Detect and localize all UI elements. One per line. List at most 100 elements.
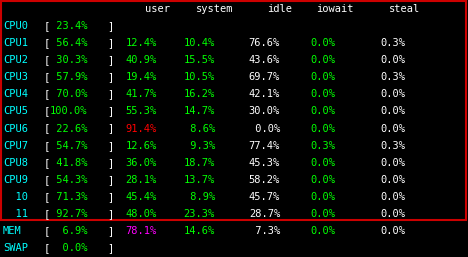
- Text: CPU3: CPU3: [3, 72, 28, 82]
- Text: 0.0%: 0.0%: [310, 175, 335, 185]
- Text: 43.6%: 43.6%: [249, 55, 280, 65]
- Text: 0.0%: 0.0%: [310, 72, 335, 82]
- Text: idle: idle: [268, 4, 292, 14]
- Text: ]: ]: [107, 106, 113, 116]
- Text: [: [: [44, 38, 50, 48]
- Text: 0.0%: 0.0%: [380, 226, 405, 236]
- Text: [: [: [44, 124, 50, 133]
- Text: 41.8%: 41.8%: [50, 158, 88, 168]
- Text: 45.3%: 45.3%: [249, 158, 280, 168]
- Text: CPU5: CPU5: [3, 106, 28, 116]
- Text: 0.0%: 0.0%: [310, 106, 335, 116]
- Text: 54.3%: 54.3%: [50, 175, 88, 185]
- Text: ]: ]: [107, 243, 113, 253]
- Text: 28.1%: 28.1%: [126, 175, 157, 185]
- Text: 13.7%: 13.7%: [184, 175, 215, 185]
- Text: 18.7%: 18.7%: [184, 158, 215, 168]
- Text: 14.6%: 14.6%: [184, 226, 215, 236]
- Text: 42.1%: 42.1%: [249, 89, 280, 99]
- Text: CPU7: CPU7: [3, 141, 28, 151]
- Text: CPU4: CPU4: [3, 89, 28, 99]
- Text: 76.6%: 76.6%: [249, 38, 280, 48]
- Text: ]: ]: [107, 226, 113, 236]
- Text: ]: ]: [107, 158, 113, 168]
- Text: 0.0%: 0.0%: [380, 192, 405, 202]
- Text: 22.6%: 22.6%: [50, 124, 88, 133]
- Text: 0.0%: 0.0%: [380, 106, 405, 116]
- Text: 41.7%: 41.7%: [126, 89, 157, 99]
- Text: 69.7%: 69.7%: [249, 72, 280, 82]
- Text: 0.0%: 0.0%: [310, 124, 335, 133]
- Text: 58.2%: 58.2%: [249, 175, 280, 185]
- Text: [: [: [44, 192, 50, 202]
- Text: ]: ]: [107, 209, 113, 219]
- Text: 36.0%: 36.0%: [126, 158, 157, 168]
- Text: 55.3%: 55.3%: [126, 106, 157, 116]
- Text: 8.9%: 8.9%: [184, 192, 215, 202]
- Text: 0.0%: 0.0%: [310, 226, 335, 236]
- Text: 0.0%: 0.0%: [50, 243, 88, 253]
- Text: iowait: iowait: [316, 4, 354, 14]
- Text: [: [: [44, 55, 50, 65]
- Text: 23.4%: 23.4%: [50, 21, 88, 31]
- Text: steal: steal: [389, 4, 421, 14]
- Text: 0.0%: 0.0%: [380, 124, 405, 133]
- Text: ]: ]: [107, 175, 113, 185]
- Text: [: [: [44, 21, 50, 31]
- Text: 45.4%: 45.4%: [126, 192, 157, 202]
- Text: 0.0%: 0.0%: [310, 192, 335, 202]
- Text: [: [: [44, 243, 50, 253]
- Text: 0.0%: 0.0%: [249, 124, 280, 133]
- Text: 0.0%: 0.0%: [380, 175, 405, 185]
- Text: 70.0%: 70.0%: [50, 89, 88, 99]
- Text: CPU1: CPU1: [3, 38, 28, 48]
- Text: 30.0%: 30.0%: [249, 106, 280, 116]
- Text: 40.9%: 40.9%: [126, 55, 157, 65]
- Text: 8.6%: 8.6%: [184, 124, 215, 133]
- Text: [: [: [44, 158, 50, 168]
- Text: ]: ]: [107, 89, 113, 99]
- Text: 77.4%: 77.4%: [249, 141, 280, 151]
- Text: ]: ]: [107, 38, 113, 48]
- Text: 0.0%: 0.0%: [310, 89, 335, 99]
- Text: 10: 10: [3, 192, 28, 202]
- Text: ]: ]: [107, 55, 113, 65]
- Text: ]: ]: [107, 72, 113, 82]
- Text: CPU2: CPU2: [3, 55, 28, 65]
- Text: CPU0: CPU0: [3, 21, 28, 31]
- Text: ]: ]: [107, 124, 113, 133]
- Text: 9.3%: 9.3%: [184, 141, 215, 151]
- Text: 14.7%: 14.7%: [184, 106, 215, 116]
- Text: MEM: MEM: [3, 226, 22, 236]
- Text: SWAP: SWAP: [3, 243, 28, 253]
- Text: CPU6: CPU6: [3, 124, 28, 133]
- Text: 0.0%: 0.0%: [310, 209, 335, 219]
- Text: CPU9: CPU9: [3, 175, 28, 185]
- Text: 0.0%: 0.0%: [380, 209, 405, 219]
- Text: 28.7%: 28.7%: [249, 209, 280, 219]
- Text: 10.5%: 10.5%: [184, 72, 215, 82]
- Text: 0.0%: 0.0%: [380, 89, 405, 99]
- Text: 92.7%: 92.7%: [50, 209, 88, 219]
- Text: [: [: [44, 226, 50, 236]
- Text: [: [: [44, 106, 50, 116]
- Text: 15.5%: 15.5%: [184, 55, 215, 65]
- Text: 19.4%: 19.4%: [126, 72, 157, 82]
- Text: 48.0%: 48.0%: [126, 209, 157, 219]
- Text: 0.3%: 0.3%: [380, 141, 405, 151]
- Text: 0.3%: 0.3%: [380, 38, 405, 48]
- Text: 91.4%: 91.4%: [126, 124, 157, 133]
- Text: 30.3%: 30.3%: [50, 55, 88, 65]
- Text: 45.7%: 45.7%: [249, 192, 280, 202]
- Text: 0.0%: 0.0%: [310, 55, 335, 65]
- Text: CPU8: CPU8: [3, 158, 28, 168]
- Text: 0.0%: 0.0%: [310, 158, 335, 168]
- Text: user: user: [145, 4, 169, 14]
- Text: 0.0%: 0.0%: [310, 38, 335, 48]
- Text: system: system: [196, 4, 234, 14]
- Text: 0.0%: 0.0%: [380, 55, 405, 65]
- Text: 54.7%: 54.7%: [50, 141, 88, 151]
- Text: ]: ]: [107, 192, 113, 202]
- Text: 6.9%: 6.9%: [50, 226, 88, 236]
- Text: 12.6%: 12.6%: [126, 141, 157, 151]
